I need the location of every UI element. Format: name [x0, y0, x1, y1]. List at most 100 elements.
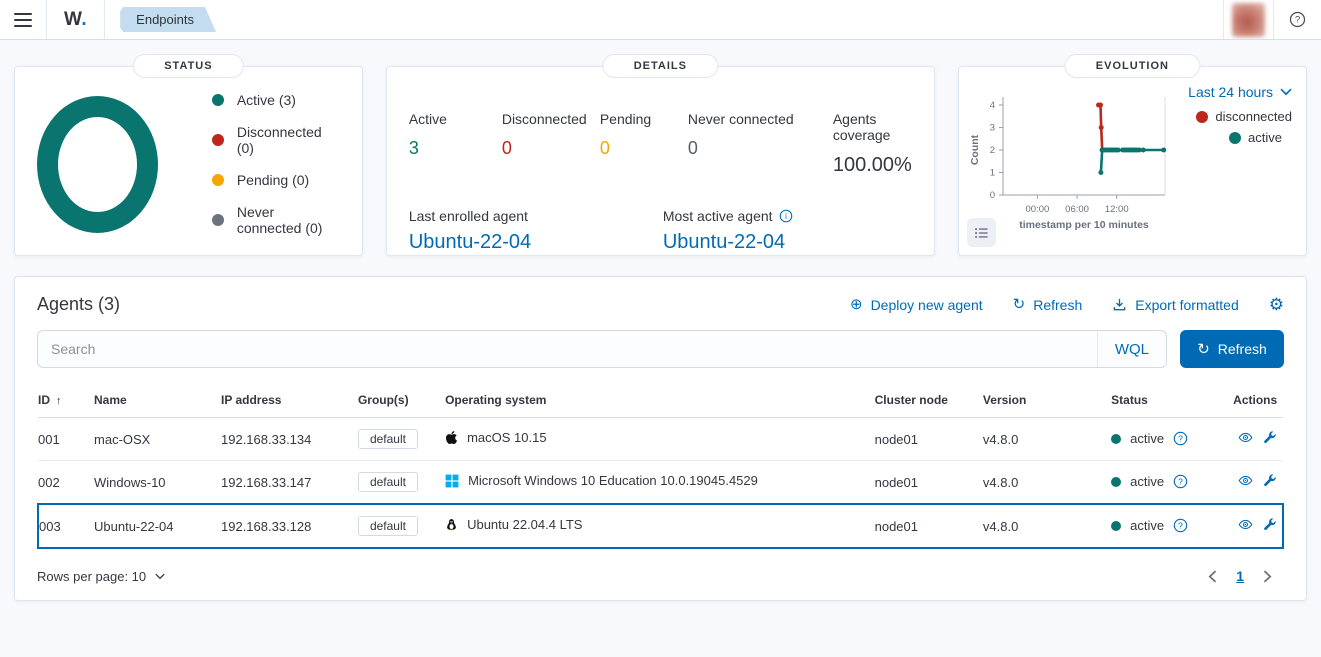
- svg-text:?: ?: [1178, 477, 1183, 487]
- wrench-icon: [1264, 431, 1276, 443]
- wazuh-logo[interactable]: W.: [64, 8, 88, 30]
- column-header-operating-system[interactable]: Operating system: [445, 385, 875, 418]
- search-bar: WQL: [37, 330, 1167, 368]
- agents-table-head-row: ID ↑ Name IP address Group(s) Operating syste…: [38, 385, 1283, 418]
- divider: [1223, 0, 1224, 39]
- most-active-agent: Most active agent i Ubuntu-22-04: [663, 208, 793, 254]
- agent-configuration-button[interactable]: [1258, 472, 1281, 492]
- windows-icon: [445, 474, 459, 488]
- agent-configuration-button[interactable]: [1258, 516, 1281, 536]
- group-badge[interactable]: default: [357, 516, 418, 536]
- refresh-link[interactable]: ↻ Refresh: [1012, 296, 1083, 313]
- column-header-group-s-[interactable]: Group(s): [357, 385, 446, 418]
- agent-row-001[interactable]: 001 mac-OSX 192.168.33.134 default macOS 10.…: [38, 417, 1283, 461]
- status-label: active: [1130, 518, 1165, 534]
- divider: [1273, 0, 1274, 39]
- agent-status-donut-chart[interactable]: [37, 95, 158, 233]
- help-icon[interactable]: ?: [1274, 0, 1321, 39]
- column-header-status[interactable]: Status: [1111, 385, 1234, 418]
- apple-icon: [446, 430, 458, 445]
- menu-hamburger-icon[interactable]: [0, 0, 46, 39]
- svg-text:timestamp per 10 minutes: timestamp per 10 minutes: [1019, 219, 1149, 231]
- list-icon: [974, 227, 988, 238]
- next-page-button[interactable]: [1263, 569, 1272, 583]
- svg-text:4: 4: [990, 100, 995, 111]
- info-icon[interactable]: i: [779, 209, 793, 223]
- search-input[interactable]: [38, 331, 1097, 367]
- view-agent-details-button[interactable]: [1233, 429, 1258, 449]
- chart-legend-toggle-button[interactable]: [966, 218, 996, 247]
- agent-configuration-button[interactable]: [1258, 429, 1281, 449]
- evolution-panel-title: EVOLUTION: [1064, 54, 1200, 78]
- evolution-line-chart[interactable]: 0 1 2 3 4 00:00 06:00 12:00 timestamp per 10 min…: [969, 91, 1197, 239]
- stat-active: Active 3: [408, 111, 447, 158]
- linux-icon: [447, 519, 456, 531]
- last-enrolled-agent: Last enrolled agent Ubuntu-22-04: [409, 208, 663, 254]
- table-settings-button[interactable]: ⚙: [1269, 296, 1284, 313]
- status-dot: [1111, 476, 1122, 487]
- column-header-name[interactable]: Name: [94, 385, 221, 418]
- column-header-version[interactable]: Version: [982, 385, 1112, 418]
- export-formatted-button[interactable]: Export formatted: [1112, 297, 1239, 313]
- view-agent-details-button[interactable]: [1233, 516, 1258, 536]
- help-circle-icon[interactable]: ?: [1173, 431, 1188, 446]
- column-header-actions[interactable]: Actions: [1233, 385, 1283, 418]
- details-panel-title: DETAILS: [602, 54, 718, 78]
- divider: [104, 0, 106, 39]
- legend-item-disconnected[interactable]: Disconnected (0): [211, 124, 338, 156]
- download-icon: [1113, 298, 1126, 311]
- agents-title: Agents (3): [37, 294, 121, 314]
- legend-dot: [211, 94, 224, 106]
- wql-button[interactable]: WQL: [1096, 331, 1166, 367]
- refresh-icon: ↻: [1197, 340, 1210, 358]
- view-agent-details-button[interactable]: [1233, 472, 1258, 492]
- time-range-dropdown[interactable]: Last 24 hours: [1188, 84, 1292, 100]
- plus-circle-icon: ⊕: [849, 296, 863, 313]
- page-number-1[interactable]: 1: [1236, 568, 1244, 584]
- agents-panel: Agents (3) ⊕ Deploy new agent ↻ Refresh …: [14, 276, 1307, 601]
- previous-page-button[interactable]: [1208, 569, 1217, 583]
- legend-item-active[interactable]: Active (3): [211, 92, 338, 108]
- most-active-agent-link[interactable]: Ubuntu-22-04: [662, 231, 786, 253]
- column-header-id[interactable]: ID ↑: [38, 385, 95, 418]
- svg-text:12:00: 12:00: [1105, 204, 1129, 215]
- details-panel: DETAILS Active 3 Disconnected 0 Pending …: [385, 54, 935, 256]
- svg-text:Count: Count: [969, 134, 981, 165]
- svg-text:06:00: 06:00: [1065, 204, 1089, 215]
- eye-icon: [1238, 519, 1253, 530]
- last-enrolled-agent-link[interactable]: Ubuntu-22-04: [408, 231, 532, 253]
- status-dot: [1111, 520, 1122, 531]
- legend-item-disconnected[interactable]: disconnected: [1188, 109, 1292, 124]
- status-legend: Active (3) Disconnected (0) Pending (0) …: [211, 92, 338, 236]
- eye-icon: [1238, 475, 1253, 486]
- agent-row-003[interactable]: 003 Ubuntu-22-04 192.168.33.128 default Ubun…: [36, 503, 1284, 549]
- help-circle-icon[interactable]: ?: [1173, 518, 1188, 533]
- wrench-icon: [1264, 474, 1276, 486]
- agents-table: ID ↑ Name IP address Group(s) Operating syste…: [36, 385, 1284, 549]
- refresh-icon: ↻: [1012, 296, 1026, 313]
- legend-dot: [1229, 131, 1242, 144]
- rows-per-page-dropdown[interactable]: Rows per page: 10: [37, 569, 165, 584]
- user-avatar[interactable]: [1224, 0, 1273, 39]
- help-circle-icon[interactable]: ?: [1173, 474, 1188, 489]
- deploy-new-agent-button[interactable]: ⊕ Deploy new agent: [849, 296, 983, 313]
- legend-dot: [1196, 110, 1209, 123]
- status-panel: STATUS Active (3) Disconnected (0) Pendi…: [14, 54, 363, 256]
- stat-pending: Pending 0: [599, 111, 652, 158]
- column-header-cluster-node[interactable]: Cluster node: [874, 385, 983, 418]
- agents-table-body: 001 mac-OSX 192.168.33.134 default macOS 10.…: [36, 417, 1284, 549]
- group-badge[interactable]: default: [357, 429, 418, 449]
- legend-item-never-connected[interactable]: Never connected (0): [211, 204, 338, 236]
- chevron-left-icon: [1208, 569, 1217, 583]
- refresh-button[interactable]: ↻ Refresh: [1180, 330, 1284, 368]
- legend-item-active[interactable]: active: [1188, 130, 1282, 145]
- svg-text:1: 1: [990, 168, 995, 179]
- chevron-right-icon: [1263, 569, 1272, 583]
- breadcrumb-endpoints[interactable]: Endpoints: [120, 7, 216, 32]
- group-badge[interactable]: default: [357, 472, 418, 492]
- agent-row-002[interactable]: 002 Windows-10 192.168.33.147 default Micros…: [38, 460, 1283, 505]
- legend-item-pending[interactable]: Pending (0): [211, 172, 338, 188]
- column-header-ip-address[interactable]: IP address: [221, 385, 358, 418]
- evolution-panel: EVOLUTION Last 24 hours disconnected act…: [957, 54, 1307, 256]
- svg-text:3: 3: [990, 123, 995, 134]
